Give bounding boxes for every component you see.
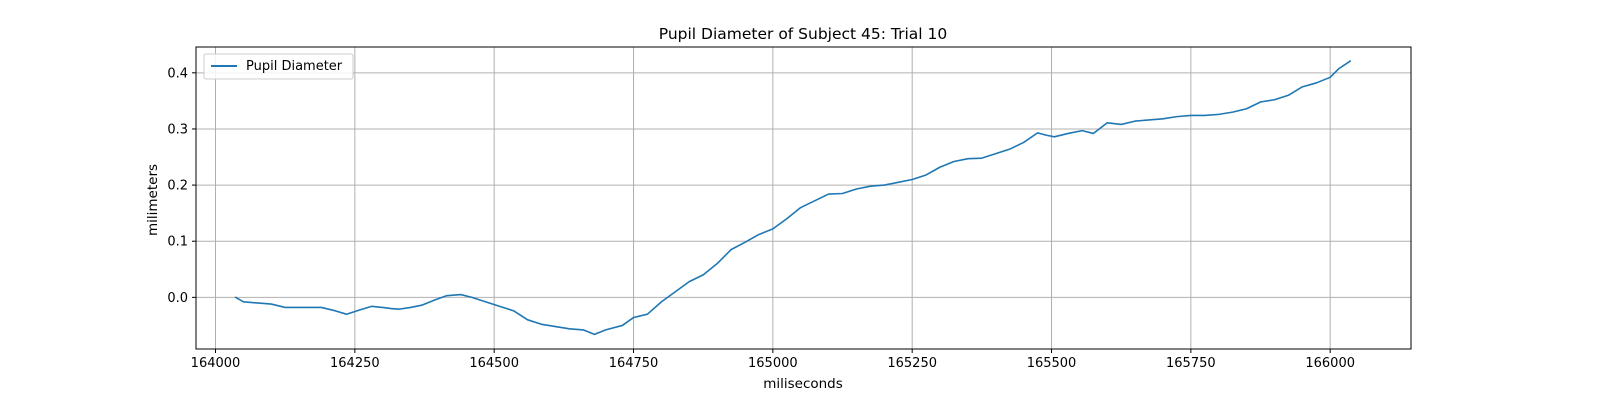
x-axis-ticks: 164000 164250 164500 164750 165000 165250 1655… (191, 349, 1355, 371)
series-line-pupil-diameter (234, 60, 1352, 336)
y-tick-label: 0.3 (167, 122, 188, 137)
x-tick-label: 165500 (1027, 356, 1077, 371)
y-tick-label: 0.4 (167, 66, 188, 81)
legend: Pupil Diameter (203, 53, 354, 80)
y-tick-label: 0.0 (167, 291, 188, 306)
x-tick-label: 164750 (609, 356, 659, 371)
x-tick-label: 166000 (1305, 356, 1355, 371)
x-tick-label: 165000 (748, 356, 798, 371)
y-axis-ticks: 0.0 0.1 0.2 0.3 0.4 (167, 66, 196, 306)
legend-box (203, 53, 354, 80)
chart-title: Pupil Diameter of Subject 45: Trial 10 (659, 25, 948, 43)
x-tick-label: 165250 (887, 356, 937, 371)
y-tick-label: 0.2 (167, 179, 188, 194)
y-tick-label: 0.1 (167, 235, 188, 250)
legend-label-pupil-diameter: Pupil Diameter (246, 59, 343, 74)
y-axis-label: milimeters (145, 164, 161, 236)
plot-frame (195, 46, 1412, 350)
x-tick-label: 164500 (469, 356, 519, 371)
x-axis-label: miliseconds (763, 376, 843, 392)
x-tick-label: 164000 (191, 356, 241, 371)
grid-lines (196, 47, 1411, 349)
x-tick-label: 165750 (1166, 356, 1216, 371)
series-layer (234, 60, 1352, 336)
x-tick-label: 164250 (330, 356, 380, 371)
